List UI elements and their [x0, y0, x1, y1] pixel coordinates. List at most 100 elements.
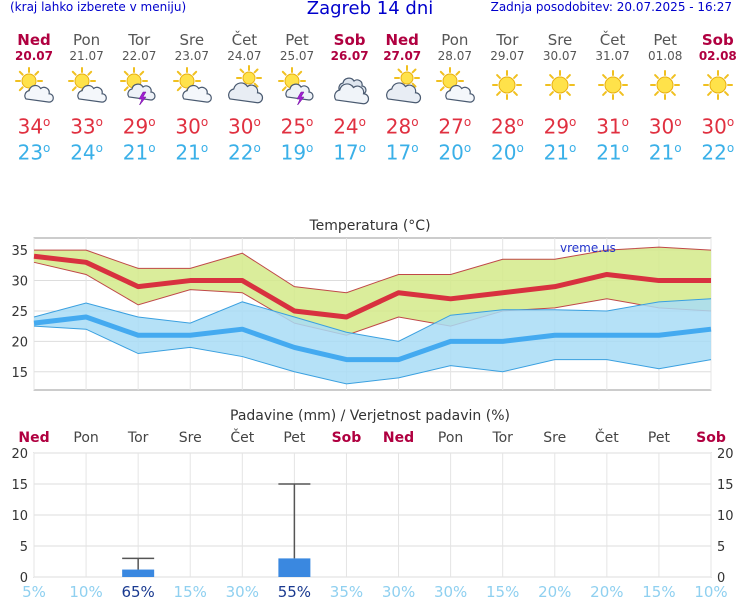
max-temp: 33o [70, 114, 103, 139]
chart-title: Temperatura (°C) [308, 218, 430, 234]
band-edge [33, 325, 712, 385]
page-title: Zagreb 14 dni [306, 0, 434, 19]
sun-cloud-icon [67, 67, 107, 103]
x-tick-label: Pet [648, 430, 671, 446]
day-name: Tor [496, 31, 519, 49]
day-name: Pon [72, 31, 101, 49]
x-tick-label: Čet [595, 428, 619, 446]
day-column: Pon 21.07 33o 24o [61, 31, 113, 165]
band-edge [33, 298, 712, 342]
day-name: Sob [333, 31, 366, 49]
sun-cloud-icon [15, 67, 54, 103]
y-tick-label: 25 [11, 305, 28, 320]
day-date: 24.07 [227, 49, 262, 63]
day-name: Pon [441, 31, 469, 49]
sun-cloud-icon [435, 67, 475, 103]
day-name: Pet [653, 31, 677, 49]
min-temp: 20o [490, 140, 524, 165]
probability-label: 35% [330, 583, 363, 600]
x-tick-label: Sre [179, 430, 202, 446]
watermark: vreme.us [560, 241, 616, 255]
probability-label: 10% [694, 583, 727, 600]
min-temp: 21o [175, 140, 209, 165]
day-date: 29.07 [490, 49, 525, 63]
probability-label: 15% [174, 583, 207, 600]
sun-icon [702, 70, 733, 100]
max-temp: 29o [543, 114, 577, 139]
day-date: 22.07 [122, 49, 157, 63]
day-name: Sre [547, 31, 573, 49]
probability-label: 30% [226, 583, 259, 600]
min-temp: 22o [701, 140, 735, 165]
day-name: Čet [231, 31, 258, 49]
cloud-sun-icon [228, 65, 264, 104]
y-tick-label: 15 [11, 366, 28, 381]
min-temp: 20o [438, 140, 472, 165]
min-temp: 23o [17, 140, 51, 165]
probability-label: 20% [590, 583, 623, 600]
y-tick-label: 0 [717, 571, 725, 586]
thunder-sun-icon [278, 67, 314, 105]
y-tick-label: 15 [717, 478, 734, 493]
max-temp: 30o [227, 114, 261, 139]
y-tick-label: 15 [11, 478, 28, 493]
x-tick-label: Pet [283, 430, 306, 446]
day-column: Tor 29.07 28o 20o [481, 31, 533, 165]
cloudy-icon [333, 77, 369, 105]
x-tick-label: Pon [73, 430, 98, 446]
day-name: Ned [17, 31, 51, 49]
x-tick-label: Tor [127, 430, 149, 446]
day-column: Ned 20.07 34o 23o [8, 31, 60, 165]
min-temp: 21o [596, 140, 629, 165]
max-temp: 30o [175, 114, 209, 139]
sun-cloud-icon [172, 67, 212, 103]
min-temp: 19o [280, 140, 314, 165]
sun-icon [650, 70, 681, 100]
bar [278, 558, 311, 577]
y-tick-label: 20 [11, 335, 28, 350]
min-temp: 22o [227, 140, 261, 165]
y-tick-label: 10 [717, 509, 734, 524]
min-temp: 24o [70, 140, 103, 165]
day-date: 28.07 [437, 49, 472, 63]
probability-label: 55% [278, 583, 311, 600]
probability-label: 65% [121, 583, 154, 600]
x-tick-label: Tor [491, 430, 513, 446]
y-tick-label: 20 [717, 447, 734, 462]
probability-label: 10% [69, 583, 102, 600]
min-temp: 21o [648, 140, 682, 165]
probability-label: 30% [434, 583, 467, 600]
day-name: Sob [701, 31, 734, 49]
max-temp: 31o [596, 114, 629, 139]
sun-icon [545, 70, 575, 100]
day-column: Pet 01.08 30o 21o [639, 31, 691, 165]
probability-label: 30% [382, 583, 415, 600]
probability-label: 15% [642, 583, 675, 600]
day-column: Sre 23.07 30o 21o [166, 32, 218, 165]
max-temp: 30o [701, 114, 735, 139]
day-column: Pet 25.07 25o 19o [271, 32, 323, 165]
max-temp: 34o [17, 114, 51, 139]
day-name: Tor [128, 31, 151, 49]
header-bar: (kraj lahko izberete v meniju) Zagreb 14… [0, 0, 740, 22]
temperature-chart: Temperatura (°C) 15 20 25 30 35 vreme.us [11, 218, 712, 391]
y-tick-label: 5 [717, 540, 725, 555]
max-temp: 28o [490, 114, 524, 139]
range-band [34, 247, 711, 336]
probability-label: 5% [22, 583, 46, 600]
day-column: Sob 26.07 24o 17o [324, 31, 376, 165]
y-tick-label: 30 [11, 275, 28, 290]
y-tick-label: 10 [11, 509, 28, 524]
band-edge [34, 246, 712, 294]
day-date: 26.07 [330, 49, 369, 63]
max-temp: 30o [648, 114, 682, 139]
location-hint[interactable]: (kraj lahko izberete v meniju) [10, 0, 187, 14]
cloud-sun-icon [386, 65, 422, 104]
x-tick-label: Ned [18, 430, 49, 446]
y-tick-label: 35 [11, 244, 28, 259]
series-line [33, 314, 712, 363]
last-update: Zadnja posodobitev: 20.07.2025 - 16:27 [490, 0, 732, 14]
sun-icon [492, 70, 523, 100]
x-tick-label: Sre [543, 430, 566, 446]
day-column: Ned 27.07 28o 17o [376, 32, 428, 165]
